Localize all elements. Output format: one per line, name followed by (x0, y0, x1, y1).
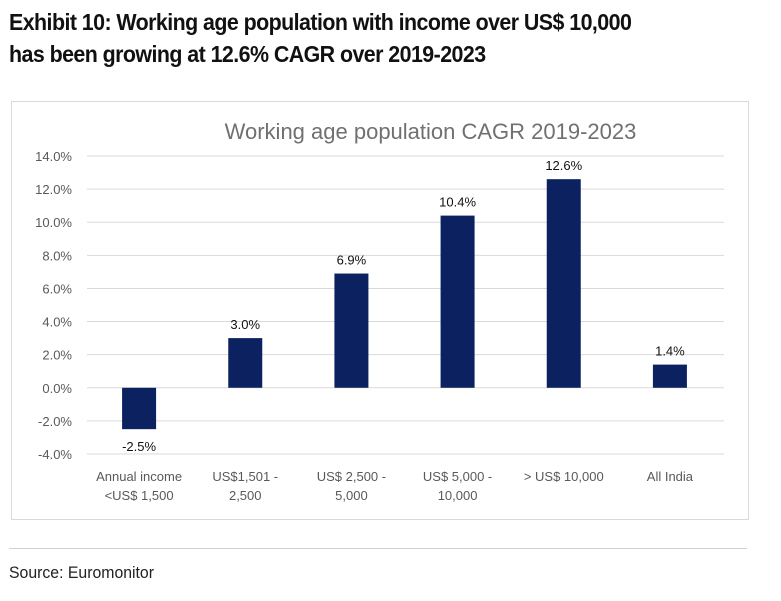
x-tick-label: Annual income (96, 469, 182, 484)
y-tick-label: -4.0% (38, 447, 72, 462)
bar (440, 215, 475, 388)
data-label: 3.0% (230, 317, 260, 332)
x-tick-label: > US$ 10,000 (524, 469, 604, 484)
y-tick-label: 6.0% (42, 281, 72, 296)
x-tick-label: US$1,501 - (212, 469, 278, 484)
title-line-1: Exhibit 10: Working age population with … (9, 9, 632, 35)
x-tick-label: US$ 5,000 - (423, 469, 492, 484)
bar (652, 364, 687, 388)
data-label: 10.4% (439, 195, 476, 210)
bar (334, 273, 369, 388)
y-tick-label: 14.0% (35, 149, 72, 164)
x-tick-label: All India (647, 469, 694, 484)
chart-container (11, 101, 749, 520)
source-note: Source: Euromonitor (9, 563, 154, 582)
data-label: 12.6% (545, 158, 582, 173)
y-tick-label: 0.0% (42, 381, 72, 396)
x-tick-label: 5,000 (335, 488, 368, 503)
y-tick-label: 10.0% (35, 215, 72, 230)
chart-title: Working age population CAGR 2019-2023 (225, 119, 637, 144)
data-label: 6.9% (337, 253, 367, 268)
divider (9, 548, 747, 549)
x-tick-label: 10,000 (438, 488, 478, 503)
x-tick-label: 2,500 (229, 488, 262, 503)
bar (228, 338, 263, 388)
x-tick-label: <US$ 1,500 (105, 488, 174, 503)
y-tick-label: 4.0% (42, 315, 72, 330)
bar (122, 387, 157, 430)
x-tick-label: US$ 2,500 - (317, 469, 386, 484)
bar (546, 179, 581, 388)
data-label: -2.5% (122, 439, 156, 454)
data-label: 1.4% (655, 344, 685, 359)
y-tick-label: 12.0% (35, 182, 72, 197)
y-tick-label: 8.0% (42, 248, 72, 263)
y-tick-label: 2.0% (42, 348, 72, 363)
title-line-2: has been growing at 12.6% CAGR over 2019… (9, 41, 486, 67)
y-tick-label: -2.0% (38, 414, 72, 429)
exhibit-title: Exhibit 10: Working age population with … (9, 6, 716, 70)
